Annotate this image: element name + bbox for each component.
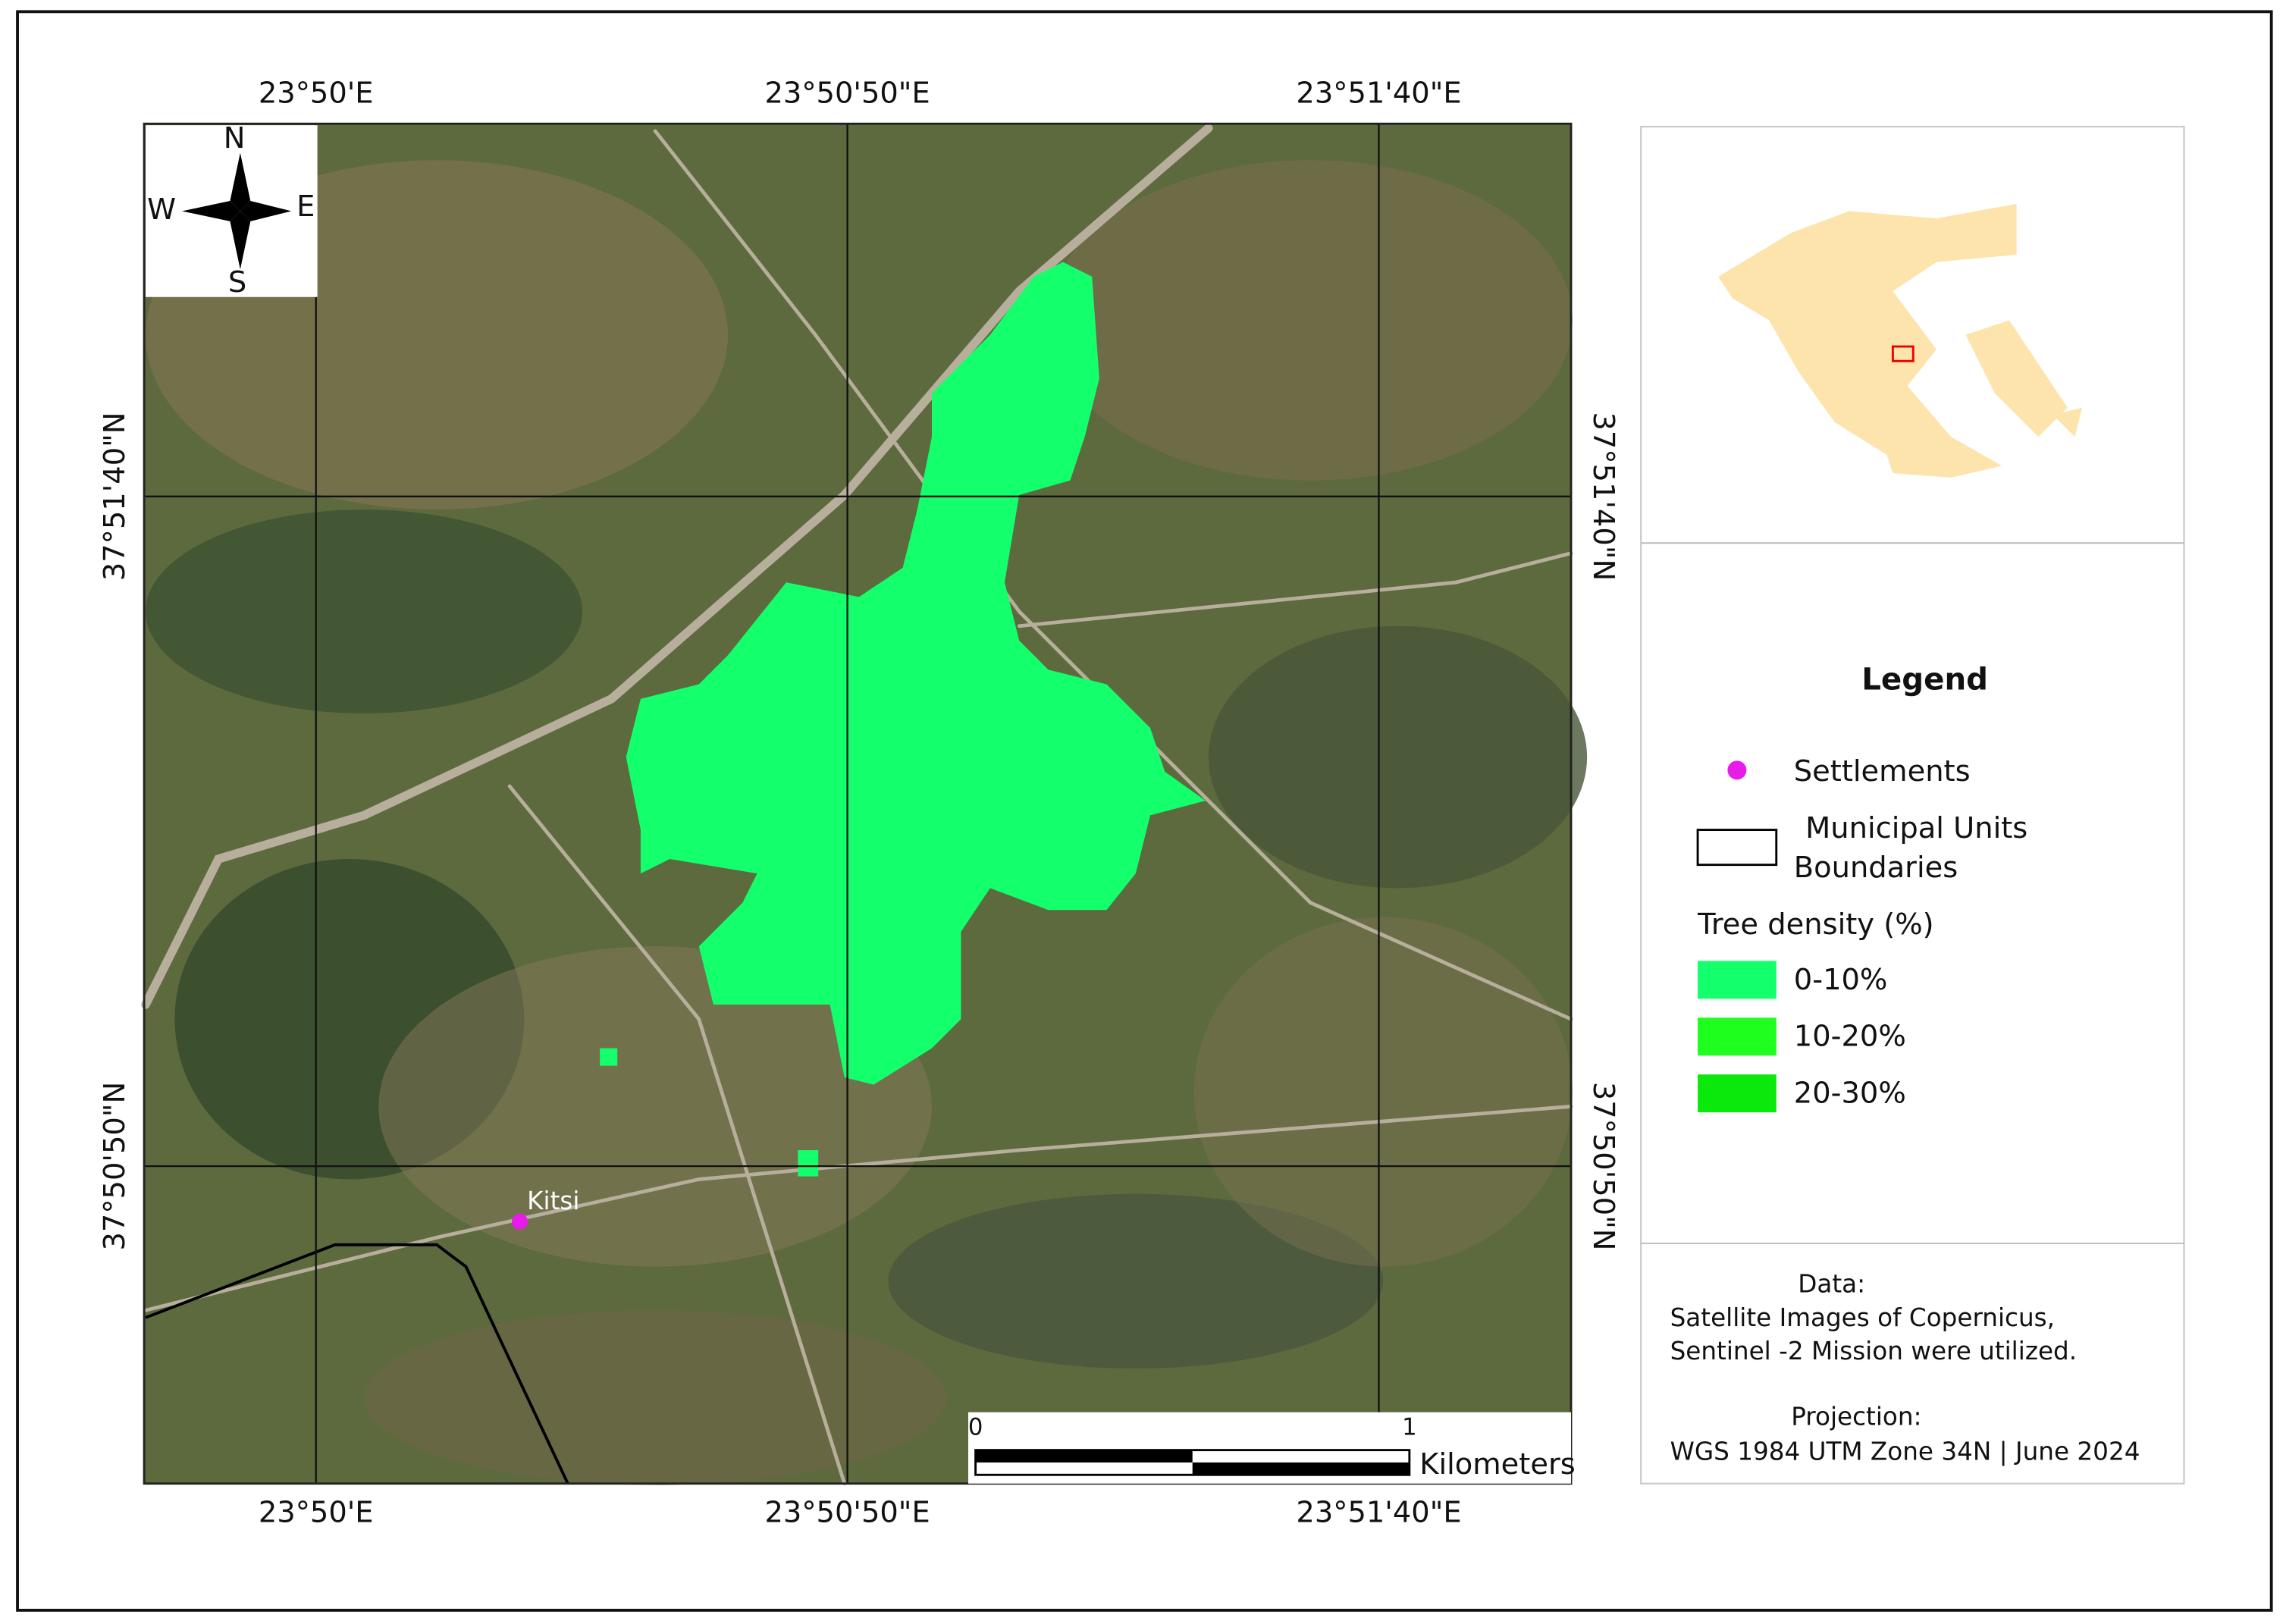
compass-letter: S	[228, 265, 246, 299]
legend-label: 0-10%	[1794, 963, 1888, 997]
scale-label: 1	[1402, 1413, 1417, 1441]
legend-classes: 0-10% 10-20% 20-30%	[1698, 961, 1906, 1113]
legend-boundary-symbol	[1696, 829, 1778, 867]
note-line: Satellite Images of Copernicus,	[1670, 1303, 2055, 1332]
longitude-label: 23°50'E	[259, 1496, 374, 1530]
road	[653, 129, 1573, 1021]
scale-bar: 0 1 Kilometers	[968, 1412, 1576, 1484]
longitude-label: 23°50'50"E	[765, 1496, 930, 1530]
road	[1017, 551, 1573, 629]
forest-patch	[888, 1193, 1384, 1369]
compass-point	[182, 201, 240, 221]
tree-density-area	[626, 262, 1206, 1085]
island-shape	[1885, 437, 2002, 478]
compass-letter: W	[147, 193, 176, 227]
island-shape	[2053, 407, 2083, 437]
settlement-point	[511, 1213, 528, 1230]
field-patch	[1193, 917, 1573, 1267]
note-title: Data:	[1798, 1270, 1865, 1299]
forest-patch	[1208, 625, 1588, 889]
scale-label: 0	[968, 1413, 983, 1441]
legend-swatch	[1698, 961, 1777, 999]
study-area-box	[1891, 345, 1915, 362]
map-layout: 23°50'E 23°50'50"E 23°51'40"E 23°50'E 23…	[16, 10, 2273, 1612]
compass-point	[230, 152, 251, 212]
latitude-label: 37°51'40"N	[1586, 412, 1620, 581]
settlement-patch	[378, 946, 932, 1267]
scale-unit: Kilometers	[1419, 1447, 1575, 1481]
longitude-label: 23°50'50"E	[765, 76, 930, 110]
graticule	[144, 124, 1572, 1484]
island-shape	[1965, 320, 2068, 437]
note-title: Projection:	[1791, 1402, 1921, 1431]
road	[143, 1105, 1573, 1312]
tree-density-area	[798, 1150, 819, 1177]
legend-swatch	[1698, 1074, 1777, 1113]
compass-letter: N	[224, 121, 246, 155]
country-shape	[1717, 203, 2017, 459]
satellite-imagery	[141, 124, 1588, 1486]
legend-label: Settlements	[1794, 754, 1971, 788]
legend-label: 20-30%	[1794, 1077, 1906, 1111]
compass-letter: E	[296, 190, 315, 224]
note-line: Sentinel -2 Mission were utilized.	[1670, 1337, 2078, 1365]
forest-patch	[146, 509, 583, 713]
field-patch	[1048, 160, 1573, 481]
field-patch	[364, 1310, 947, 1485]
tree-density-area	[600, 1048, 618, 1066]
legend-subtitle: Tree density (%)	[1697, 908, 1934, 942]
road	[507, 784, 847, 1486]
scale-segment	[975, 1450, 1193, 1463]
legend-label: Municipal Units	[1805, 811, 2027, 845]
latitude-label: 37°50'50"N	[1586, 1082, 1620, 1251]
place-label: Kitsi	[527, 1187, 579, 1215]
longitude-label: 23°50'E	[259, 76, 374, 110]
legend-swatch	[1698, 1017, 1777, 1056]
inset-map	[1717, 203, 2083, 478]
main-road	[141, 124, 1213, 1009]
compass-point	[230, 211, 251, 270]
scale-segment	[1192, 1462, 1410, 1475]
latitude-label: 37°51'40"N	[98, 412, 132, 581]
longitude-label: 23°51'40"E	[1296, 1496, 1461, 1530]
note-line: WGS 1984 UTM Zone 34N | June 2024	[1670, 1437, 2140, 1466]
compass-point	[240, 201, 292, 221]
legend-title: Legend	[1861, 662, 1988, 698]
legend-label: 10-20%	[1794, 1020, 1906, 1054]
north-arrow: N S W E	[146, 121, 318, 299]
map-frame	[143, 122, 1573, 1485]
municipal-boundary	[145, 1243, 569, 1484]
legend-label: Boundaries	[1794, 851, 1958, 885]
longitude-label: 23°51'40"E	[1296, 76, 1461, 110]
legend-settlement-symbol	[1727, 760, 1747, 780]
latitude-label: 37°50'50"N	[98, 1082, 132, 1251]
